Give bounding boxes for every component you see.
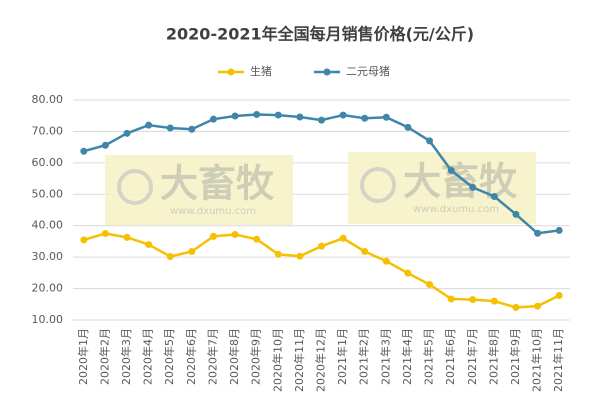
point [534, 229, 542, 237]
point [80, 236, 88, 244]
x-tick-label: 2020年4月 [141, 328, 155, 385]
point [231, 112, 239, 120]
point [534, 302, 542, 310]
point [318, 242, 325, 250]
point [512, 210, 520, 218]
point [361, 247, 369, 255]
point [80, 147, 88, 155]
x-tick-label: 2020年7月 [205, 328, 219, 385]
legend-marker [323, 68, 331, 76]
watermark: 大畜牧 www.dxumu.com 大畜牧 www.dxumu.com [105, 152, 536, 225]
point [231, 231, 239, 239]
y-tick-label: 50.00 [32, 187, 64, 200]
x-tick-label: 2020年12月 [314, 328, 328, 392]
x-tick-label: 2021年4月 [400, 328, 414, 385]
watermark-brand: 大畜牧 [403, 160, 518, 204]
point [188, 247, 196, 255]
x-tick-label: 2020年11月 [292, 328, 306, 392]
point [296, 113, 304, 121]
x-tick-label: 2020年1月 [76, 328, 90, 385]
x-tick-label: 2021年9月 [508, 328, 522, 385]
point [101, 230, 109, 238]
x-tick-label: 2021年8月 [486, 328, 500, 385]
point [253, 235, 261, 243]
x-tick-label: 2021年5月 [422, 328, 436, 385]
watermark-box [105, 155, 293, 225]
point [447, 295, 455, 303]
point [555, 291, 563, 299]
point [339, 111, 347, 119]
chart-title: 2020-2021年全国每月销售价格(元/公斤) [166, 25, 474, 44]
x-tick-label: 2021年3月 [378, 328, 392, 385]
point [253, 110, 261, 118]
watermark-brand: 大畜牧 [160, 162, 275, 206]
point [382, 113, 390, 121]
point [490, 192, 498, 200]
x-tick-label: 2021年10月 [530, 328, 544, 392]
watermark-url: www.dxumu.com [413, 204, 499, 215]
point [166, 124, 174, 132]
y-tick-label: 10.00 [32, 313, 64, 326]
point [469, 296, 477, 304]
point [166, 253, 174, 261]
x-tick-label: 2020年2月 [97, 328, 111, 385]
legend-label: 二元母猪 [346, 65, 390, 78]
y-tick-label: 80.00 [32, 93, 64, 106]
point [490, 297, 498, 305]
point [404, 269, 412, 277]
point [339, 234, 347, 242]
x-tick-label: 2020年8月 [227, 328, 241, 385]
watermark-logo [360, 167, 396, 203]
point [209, 232, 217, 240]
point [123, 233, 131, 241]
point [274, 250, 282, 258]
point [512, 303, 520, 311]
y-tick-label: 40.00 [32, 219, 64, 232]
point [209, 115, 217, 123]
y-tick-label: 20.00 [32, 282, 64, 295]
point [123, 129, 131, 137]
legend-label: 生猪 [250, 64, 272, 78]
watermark-url: www.dxumu.com [170, 206, 256, 217]
watermark-logo [117, 169, 153, 205]
point [318, 116, 325, 124]
point [404, 123, 412, 131]
point [296, 252, 304, 260]
point [274, 111, 282, 119]
point [361, 114, 369, 122]
x-tick-label: 2020年10月 [270, 328, 284, 392]
y-tick-label: 60.00 [32, 156, 64, 169]
point [145, 241, 153, 249]
x-tick-label: 2021年6月 [443, 328, 457, 385]
x-tick-label: 2021年1月 [335, 328, 349, 385]
x-tick-label: 2021年7月 [465, 328, 479, 385]
point [145, 121, 153, 129]
point [101, 141, 109, 149]
point [426, 280, 434, 288]
point [447, 166, 455, 174]
y-tick-label: 30.00 [32, 250, 64, 263]
x-tick-label: 2021年2月 [357, 328, 371, 385]
watermark-box [348, 152, 536, 224]
point [426, 137, 434, 145]
x-tick-label: 2021年11月 [551, 328, 565, 392]
y-tick-label: 70.00 [32, 124, 64, 137]
x-tick-label: 2020年5月 [162, 328, 176, 385]
point [469, 183, 477, 191]
legend-marker [227, 68, 235, 76]
x-tick-label: 2020年9月 [249, 328, 263, 385]
x-tick-label: 2020年6月 [184, 328, 198, 385]
point [188, 125, 196, 133]
point [382, 257, 390, 265]
x-tick-label: 2020年3月 [119, 328, 133, 385]
point [555, 226, 563, 234]
